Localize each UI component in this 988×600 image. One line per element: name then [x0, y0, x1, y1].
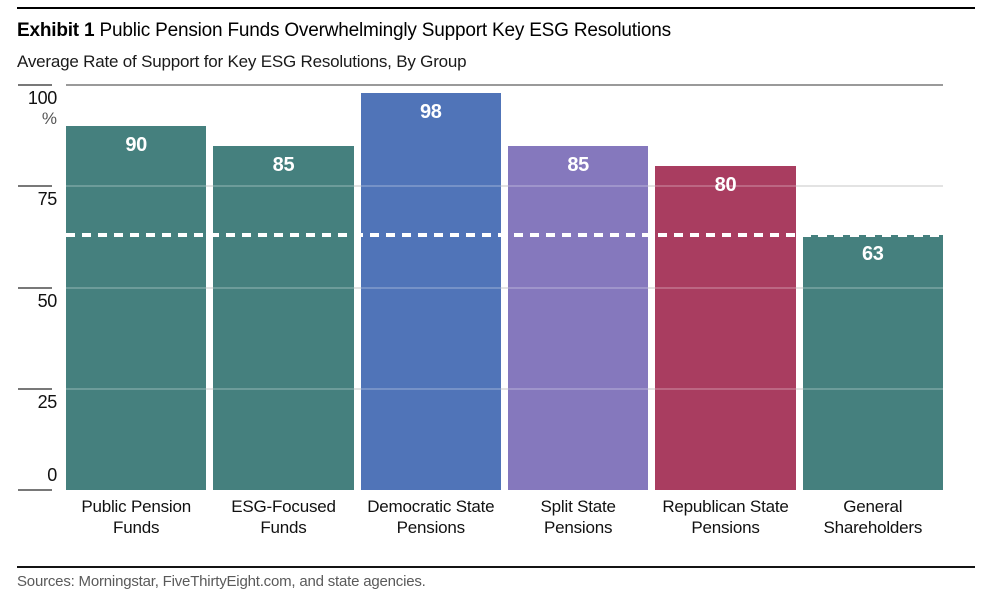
y-tick: [18, 489, 52, 491]
bar: [360, 93, 501, 490]
gridline: [66, 185, 943, 188]
bar-value-label: 85: [567, 153, 589, 176]
reference-line: [66, 232, 943, 237]
gridline-overlay: [66, 286, 943, 289]
x-axis-category-line: Pensions: [543, 518, 613, 537]
chart-subtitle: Average Rate of Support for Key ESG Reso…: [17, 52, 467, 71]
x-axis-category-label: ESG-Focused Funds: [213, 496, 353, 538]
y-axis-unit: %: [41, 109, 57, 128]
bar: [655, 166, 796, 490]
chart-title-text: Public Pension Funds Overwhelmingly Supp…: [99, 20, 671, 41]
x-axis-category-line: General: [843, 497, 903, 516]
top-rule: [17, 7, 975, 9]
y-tick-label: 25: [37, 391, 58, 412]
x-axis-category-line: ESG-Focused: [231, 497, 336, 516]
footer-rule: [17, 566, 975, 568]
bar: [213, 145, 354, 490]
x-axis-category-line: Democratic State: [367, 497, 495, 516]
y-tick: [18, 387, 52, 390]
exhibit-label: Exhibit 1: [17, 20, 95, 41]
chart-title: Exhibit 1 Public Pension Funds Overwhelm…: [17, 20, 975, 42]
x-axis-category-label: Split State Pensions: [508, 496, 648, 538]
x-axis-category-line: Funds: [260, 518, 307, 537]
y-tick-label: 100: [27, 88, 57, 108]
bar-value-label: 85: [272, 153, 295, 176]
y-tick: [18, 286, 52, 289]
x-axis-category-line: Funds: [113, 518, 160, 537]
y-tick-label: 0: [47, 465, 57, 485]
x-axis-category-label: General Shareholders: [803, 496, 943, 538]
x-axis-category-line: Public Pension: [81, 497, 191, 516]
x-axis-category-label: Public Pension Funds: [66, 496, 206, 538]
y-tick-label: 50: [37, 290, 58, 311]
gridline-overlay: [66, 185, 943, 188]
x-axis-category-line: Republican State: [662, 497, 789, 516]
x-axis-category-line: Split State: [540, 497, 616, 516]
gridline: [66, 286, 943, 289]
x-axis-category-label: Republican State Pensions: [655, 496, 795, 538]
x-axis-category-line: Pensions: [396, 518, 466, 537]
y-tick: [18, 84, 52, 86]
bar-value-label: 90: [125, 133, 147, 156]
bar: [66, 125, 207, 490]
x-axis-category-line: Pensions: [691, 518, 760, 537]
gridline-overlay: [66, 387, 943, 390]
bar-value-label: 63: [861, 242, 884, 265]
x-axis-category-line: Shareholders: [823, 518, 923, 537]
gridline: [66, 387, 943, 390]
y-tick: [18, 185, 52, 188]
bar: [508, 145, 649, 490]
x-axis-category-label: Democratic State Pensions: [361, 496, 501, 538]
bar-value-label: 80: [714, 174, 737, 196]
bar-value-label: 98: [419, 101, 442, 124]
y-tick-label: 75: [37, 189, 58, 210]
plot-top-rule: [66, 84, 943, 86]
source-note: Sources: Morningstar, FiveThirtyEight.co…: [17, 573, 426, 590]
bar: [802, 234, 943, 490]
